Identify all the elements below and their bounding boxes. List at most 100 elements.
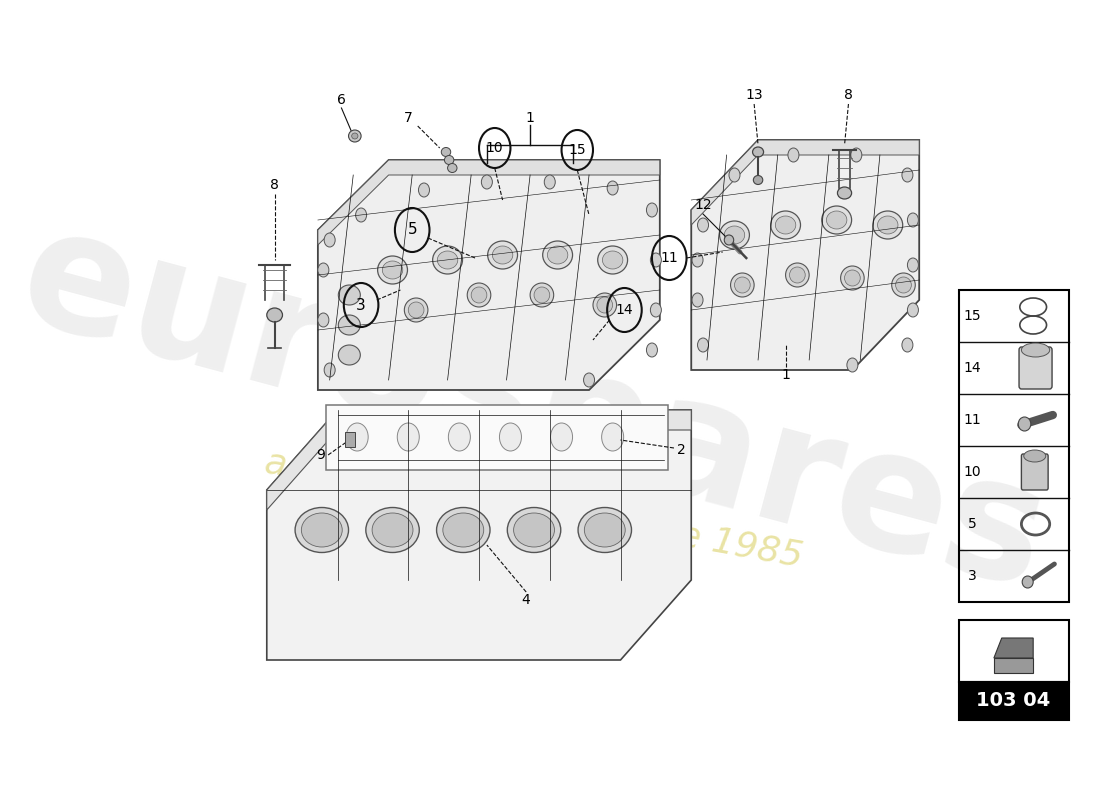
Circle shape xyxy=(397,423,419,451)
Text: 5: 5 xyxy=(968,517,977,531)
Ellipse shape xyxy=(468,283,491,307)
Text: 12: 12 xyxy=(694,198,712,212)
Circle shape xyxy=(729,168,740,182)
Polygon shape xyxy=(345,432,355,447)
Ellipse shape xyxy=(432,246,462,274)
Ellipse shape xyxy=(366,507,419,553)
Text: 11: 11 xyxy=(660,251,678,265)
Text: 14: 14 xyxy=(616,303,634,317)
Circle shape xyxy=(544,175,556,189)
Text: 14: 14 xyxy=(964,361,981,375)
Text: 8: 8 xyxy=(844,88,852,102)
Ellipse shape xyxy=(448,163,456,173)
Ellipse shape xyxy=(372,513,412,547)
Polygon shape xyxy=(691,140,920,370)
Ellipse shape xyxy=(339,345,361,365)
Ellipse shape xyxy=(444,155,454,165)
Ellipse shape xyxy=(377,256,407,284)
Ellipse shape xyxy=(408,302,424,318)
Ellipse shape xyxy=(534,287,550,303)
FancyBboxPatch shape xyxy=(1019,347,1052,389)
Ellipse shape xyxy=(487,241,517,269)
Ellipse shape xyxy=(542,241,573,269)
Text: 4: 4 xyxy=(521,593,530,607)
Circle shape xyxy=(324,363,336,377)
Circle shape xyxy=(482,175,493,189)
Ellipse shape xyxy=(771,211,801,239)
Ellipse shape xyxy=(507,507,561,553)
Circle shape xyxy=(499,423,521,451)
Circle shape xyxy=(788,148,799,162)
Ellipse shape xyxy=(443,513,484,547)
Ellipse shape xyxy=(719,221,749,249)
Ellipse shape xyxy=(339,285,361,305)
Circle shape xyxy=(346,423,368,451)
Ellipse shape xyxy=(349,130,361,142)
Circle shape xyxy=(908,213,918,227)
Circle shape xyxy=(647,203,658,217)
Circle shape xyxy=(607,181,618,195)
Circle shape xyxy=(847,358,858,372)
Text: eurospares: eurospares xyxy=(4,195,1064,625)
Ellipse shape xyxy=(514,513,554,547)
Text: 3: 3 xyxy=(356,298,366,313)
Ellipse shape xyxy=(597,246,628,274)
Ellipse shape xyxy=(754,175,762,185)
Ellipse shape xyxy=(872,211,903,239)
Ellipse shape xyxy=(301,513,342,547)
Ellipse shape xyxy=(752,147,763,157)
Ellipse shape xyxy=(1019,417,1031,431)
Text: a passion for parts since 1985: a passion for parts since 1985 xyxy=(262,446,806,574)
Ellipse shape xyxy=(826,211,847,229)
Text: 103 04: 103 04 xyxy=(977,691,1050,710)
Text: 7: 7 xyxy=(404,111,412,125)
Circle shape xyxy=(850,148,861,162)
Text: 9: 9 xyxy=(316,448,324,462)
Text: 1: 1 xyxy=(526,111,535,125)
Ellipse shape xyxy=(295,507,349,553)
Polygon shape xyxy=(267,410,691,510)
Ellipse shape xyxy=(895,277,911,293)
Ellipse shape xyxy=(845,270,860,286)
Ellipse shape xyxy=(730,273,755,297)
Ellipse shape xyxy=(405,298,428,322)
Ellipse shape xyxy=(724,235,734,245)
Polygon shape xyxy=(326,405,668,470)
Polygon shape xyxy=(267,410,691,660)
Text: 2: 2 xyxy=(678,443,686,457)
Ellipse shape xyxy=(892,273,915,297)
Ellipse shape xyxy=(437,507,490,553)
Circle shape xyxy=(647,343,658,357)
Ellipse shape xyxy=(493,246,513,264)
Ellipse shape xyxy=(790,267,805,283)
Circle shape xyxy=(908,303,918,317)
Ellipse shape xyxy=(878,216,898,234)
Ellipse shape xyxy=(267,308,283,322)
Polygon shape xyxy=(318,160,660,245)
Circle shape xyxy=(697,338,708,352)
Ellipse shape xyxy=(339,315,361,335)
Text: 6: 6 xyxy=(337,93,345,107)
Ellipse shape xyxy=(438,251,458,269)
Circle shape xyxy=(449,423,471,451)
Ellipse shape xyxy=(383,261,403,279)
Circle shape xyxy=(418,183,429,197)
Circle shape xyxy=(584,373,595,387)
Ellipse shape xyxy=(597,297,613,313)
Circle shape xyxy=(650,303,661,317)
Polygon shape xyxy=(318,160,660,390)
Circle shape xyxy=(692,293,703,307)
FancyBboxPatch shape xyxy=(1022,454,1048,490)
Circle shape xyxy=(697,218,708,232)
Polygon shape xyxy=(994,638,1033,658)
Circle shape xyxy=(602,423,624,451)
Text: 10: 10 xyxy=(486,141,504,155)
Ellipse shape xyxy=(530,283,553,307)
Text: 15: 15 xyxy=(964,309,981,323)
Circle shape xyxy=(902,338,913,352)
Ellipse shape xyxy=(724,226,745,244)
Text: 5: 5 xyxy=(407,222,417,238)
Ellipse shape xyxy=(579,507,631,553)
Ellipse shape xyxy=(471,287,487,303)
Circle shape xyxy=(355,208,366,222)
